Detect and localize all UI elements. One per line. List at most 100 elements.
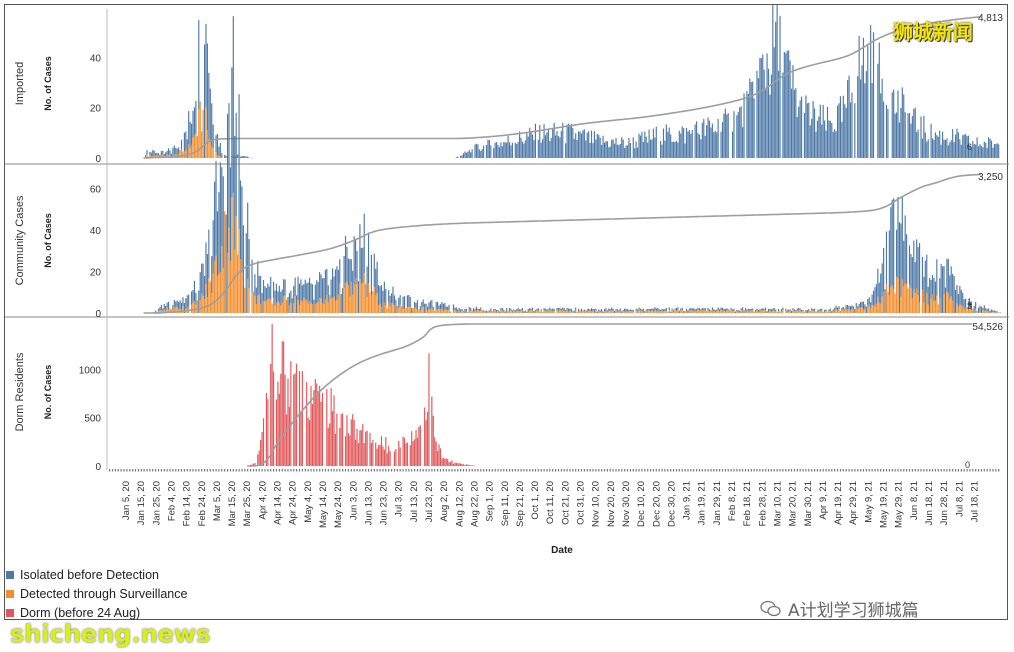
bar	[199, 272, 201, 300]
bar	[306, 283, 308, 300]
x-tick-label: Apr 9, 21	[818, 481, 829, 520]
bar	[625, 145, 627, 158]
x-axis-marker	[796, 469, 798, 472]
bar	[931, 138, 934, 158]
bar	[239, 259, 242, 313]
bar	[826, 311, 829, 313]
bar	[638, 307, 640, 311]
bar	[776, 311, 778, 313]
bar	[477, 310, 479, 313]
bar	[301, 301, 303, 313]
bar	[661, 308, 663, 311]
y-tick-label: 20	[90, 267, 102, 278]
bar	[343, 256, 345, 289]
bar	[452, 463, 454, 466]
bar	[198, 109, 200, 158]
bar	[950, 140, 952, 158]
bar	[713, 309, 715, 312]
bar	[775, 309, 777, 312]
bar	[362, 424, 364, 466]
bar	[303, 297, 305, 313]
x-axis-marker	[483, 469, 485, 472]
bar	[621, 311, 623, 313]
bar	[270, 363, 272, 466]
x-tick-label: May 14, 20	[318, 481, 329, 528]
bar	[298, 305, 301, 313]
bar	[201, 293, 203, 313]
bar	[458, 307, 460, 311]
x-axis-marker	[701, 469, 703, 472]
bar	[582, 130, 584, 158]
bar	[462, 310, 465, 313]
bar	[716, 132, 718, 158]
x-axis-marker	[609, 469, 611, 472]
bar	[690, 133, 692, 158]
cumulative-line	[143, 173, 981, 314]
bar	[508, 307, 511, 311]
bar	[710, 127, 712, 158]
x-axis-marker	[460, 469, 462, 472]
bar	[359, 279, 361, 313]
bar	[480, 310, 482, 313]
x-axis-marker	[192, 469, 194, 472]
x-axis-marker	[851, 469, 853, 472]
bar	[346, 281, 348, 313]
x-axis-marker	[704, 469, 706, 472]
bar	[710, 310, 712, 312]
x-axis-marker	[592, 469, 594, 472]
bar	[651, 139, 653, 158]
bar	[995, 311, 997, 313]
bar	[744, 307, 747, 311]
bar	[521, 308, 524, 311]
bar	[668, 127, 670, 158]
bar	[595, 310, 597, 313]
x-axis-marker	[543, 469, 545, 472]
x-axis-marker	[969, 469, 971, 472]
x-axis-marker	[601, 469, 603, 472]
bar	[201, 263, 203, 294]
x-axis-marker	[759, 469, 761, 472]
bar	[943, 139, 945, 158]
bar	[763, 308, 765, 311]
bar	[615, 138, 617, 158]
bar	[557, 308, 560, 311]
panel-title: Imported	[14, 62, 26, 105]
bar	[458, 463, 460, 466]
bar	[167, 148, 170, 155]
bar	[770, 309, 772, 312]
bar	[537, 311, 539, 313]
bar	[918, 302, 921, 313]
bar	[907, 288, 909, 313]
x-axis-marker	[888, 469, 890, 472]
bar	[760, 308, 762, 311]
bar	[363, 213, 365, 273]
bar	[567, 308, 570, 312]
bar	[411, 431, 413, 466]
bar	[414, 307, 416, 313]
bar	[306, 381, 308, 466]
y-tick-label: 1000	[79, 365, 102, 376]
bar	[385, 305, 387, 313]
bar	[667, 311, 669, 313]
bar	[349, 259, 351, 297]
bar	[661, 310, 663, 313]
bar	[205, 283, 207, 313]
x-axis-marker	[721, 469, 724, 472]
bar	[254, 274, 256, 296]
x-axis-marker	[362, 469, 364, 472]
bar	[478, 308, 480, 311]
bar	[425, 307, 427, 313]
bar	[284, 279, 286, 296]
bar	[926, 141, 928, 158]
bar	[314, 379, 316, 466]
x-axis-marker	[238, 469, 240, 472]
bar	[465, 464, 467, 466]
bar	[878, 302, 880, 313]
bar	[619, 311, 621, 313]
bar	[675, 307, 677, 311]
bar	[590, 130, 593, 158]
bar	[952, 129, 954, 158]
bar	[782, 310, 784, 313]
bar	[537, 139, 539, 158]
bar	[146, 150, 148, 155]
